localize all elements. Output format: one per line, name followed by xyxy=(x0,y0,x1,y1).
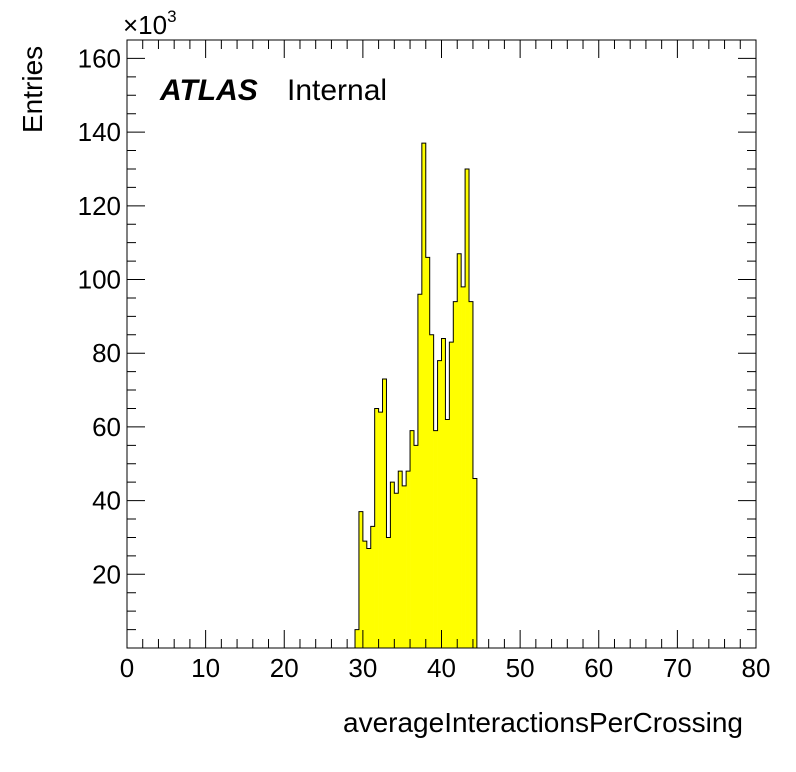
x-tick-label: 40 xyxy=(427,653,456,683)
histogram-bin xyxy=(358,511,364,648)
histogram-bin xyxy=(469,301,474,648)
histogram-bin xyxy=(398,471,403,648)
y-tick-label: 80 xyxy=(92,338,121,368)
x-axis-title: averageInteractionsPerCrossing xyxy=(343,707,743,738)
tick-marks xyxy=(126,39,757,648)
x-tick-label: 60 xyxy=(584,653,613,683)
y-tick-label: 40 xyxy=(92,486,121,516)
x-tick-label: 70 xyxy=(663,653,692,683)
y-axis-multiplier-base: ×10 xyxy=(123,10,167,40)
histogram-outline xyxy=(354,142,478,648)
y-tick-label: 120 xyxy=(78,191,121,221)
histogram-bin xyxy=(425,257,430,648)
x-tick-label: 30 xyxy=(348,653,377,683)
histogram-bin xyxy=(355,629,360,648)
y-tick-labels: 20 40 60 80 100 120 140 160 xyxy=(78,43,121,589)
histogram-bin xyxy=(374,408,379,648)
histogram-bin xyxy=(378,412,383,648)
histogram-bin xyxy=(417,294,423,648)
histogram-bin xyxy=(465,168,470,648)
y-tick-label: 100 xyxy=(78,265,121,295)
histogram-bin xyxy=(445,419,450,648)
histogram-bin xyxy=(370,526,375,648)
x-tick-label: 80 xyxy=(742,653,771,683)
y-tick-label: 160 xyxy=(78,43,121,73)
histogram-bin xyxy=(437,360,442,648)
histogram-bin xyxy=(390,482,395,648)
histogram-bin xyxy=(457,253,462,648)
histogram-bin xyxy=(386,537,391,648)
x-tick-label: 20 xyxy=(270,653,299,683)
histogram-bin xyxy=(382,379,387,648)
histogram-bin xyxy=(406,471,411,648)
histogram-bin xyxy=(453,301,458,648)
atlas-label: ATLAS xyxy=(159,74,258,107)
histogram-bin xyxy=(366,548,372,648)
histogram-bin xyxy=(433,430,438,648)
histogram-bin xyxy=(410,430,415,648)
y-axis-multiplier-exponent: 3 xyxy=(167,7,176,26)
y-tick-label: 60 xyxy=(92,412,121,442)
histogram-bin xyxy=(413,445,419,648)
internal-label: Internal xyxy=(287,74,387,107)
histogram-bin xyxy=(402,485,407,648)
y-axis-multiplier: ×103 xyxy=(123,7,177,40)
x-tick-labels: 0 10 20 30 40 50 60 70 80 xyxy=(120,653,771,683)
histogram-bin xyxy=(394,493,399,648)
histogram-bin xyxy=(429,334,434,648)
x-tick-label: 50 xyxy=(506,653,535,683)
y-tick-label: 20 xyxy=(92,559,121,589)
histogram-bin xyxy=(362,541,368,648)
histogram-bin xyxy=(449,342,454,648)
x-tick-label: 10 xyxy=(191,653,220,683)
y-tick-label: 140 xyxy=(78,117,121,147)
x-tick-label: 0 xyxy=(120,653,134,683)
histogram-bin xyxy=(421,143,427,648)
histogram-bin xyxy=(461,286,466,648)
axis-ticks xyxy=(126,39,757,648)
y-axis-title: Entries xyxy=(17,46,48,133)
histogram-bin xyxy=(472,478,478,648)
histogram-bars xyxy=(354,142,478,648)
histogram-bin xyxy=(441,338,446,648)
